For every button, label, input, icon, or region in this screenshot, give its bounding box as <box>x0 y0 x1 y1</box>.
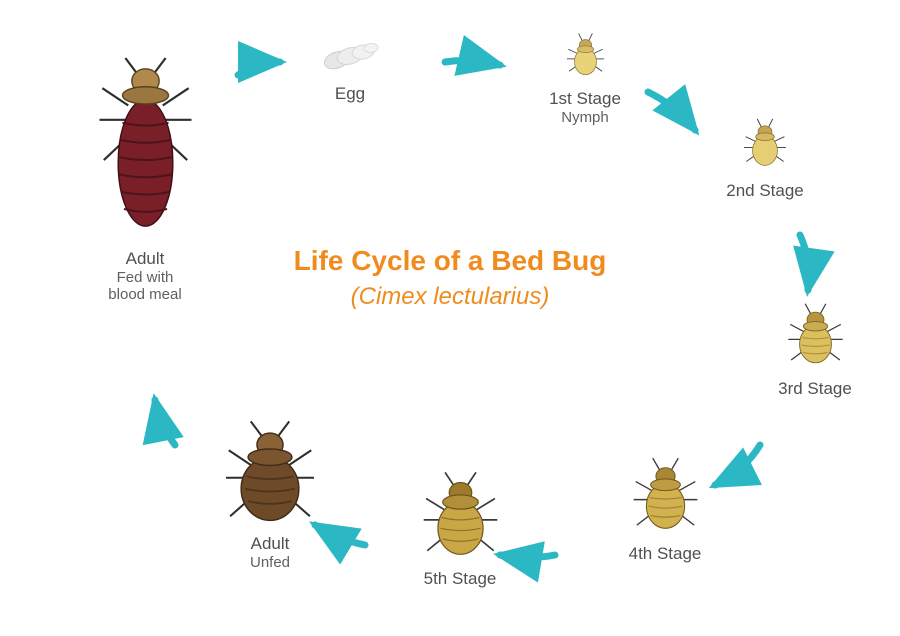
bug-icon <box>623 455 708 540</box>
stage-nymph-3: 3rd Stage <box>745 300 885 399</box>
bug-icon <box>413 470 508 565</box>
stage-adult-fed: Adult Fed with blood meal <box>60 55 230 303</box>
stage-label: Adult <box>185 534 355 554</box>
stage-label: 2nd Stage <box>700 181 830 201</box>
stage-sublabel: Unfed <box>185 554 355 571</box>
stage-label: 1st Stage <box>525 89 645 109</box>
stage-nymph-4: 4th Stage <box>590 455 740 564</box>
lifecycle-diagram: Life Cycle of a Bed Bug (Cimex lectulari… <box>0 0 900 636</box>
bug-icon <box>558 30 613 85</box>
bug-icon <box>778 300 853 375</box>
stage-adult-unfed: Adult Unfed <box>185 420 355 571</box>
stage-label: 4th Stage <box>590 544 740 564</box>
stage-nymph-2: 2nd Stage <box>700 115 830 201</box>
stage-sublabel: Nymph <box>525 109 645 126</box>
stage-nymph-5: 5th Stage <box>380 470 540 589</box>
stage-sublabel: Fed with blood meal <box>60 269 230 303</box>
stage-egg: Egg <box>290 30 410 104</box>
stage-nymph-1: 1st Stage Nymph <box>525 30 645 126</box>
stage-label: 3rd Stage <box>745 379 885 399</box>
stage-label: 5th Stage <box>380 569 540 589</box>
title-line-1: Life Cycle of a Bed Bug <box>250 245 650 277</box>
bug-icon <box>734 115 796 177</box>
stage-label: Adult <box>60 249 230 269</box>
diagram-title: Life Cycle of a Bed Bug (Cimex lectulari… <box>250 245 650 311</box>
bug-icon <box>215 420 325 530</box>
bug-icon <box>88 55 203 245</box>
stage-label: Egg <box>290 84 410 104</box>
egg-icon <box>315 30 385 80</box>
title-line-2: (Cimex lectularius) <box>250 283 650 311</box>
